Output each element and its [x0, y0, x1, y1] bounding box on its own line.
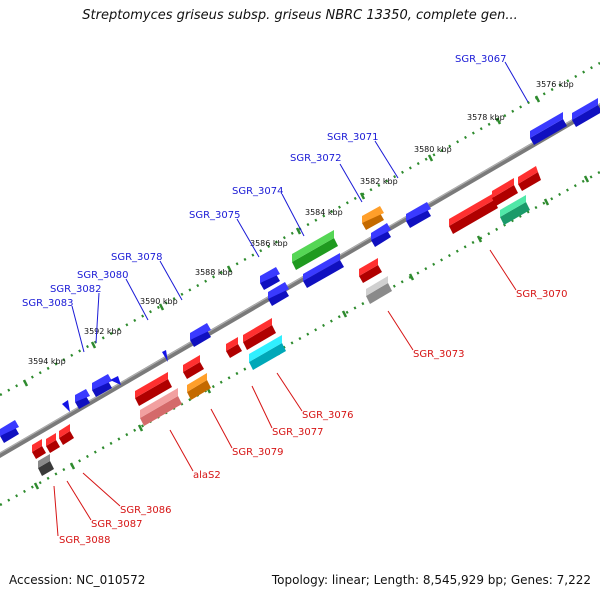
gene-block-forward[interactable]: [110, 376, 121, 385]
gene-label-top[interactable]: SGR_3083: [22, 298, 74, 309]
gene-block-reverse[interactable]: [46, 433, 60, 453]
gene-block-forward[interactable]: [162, 350, 168, 362]
gene-block-reverse[interactable]: [518, 166, 541, 191]
gene-block-forward[interactable]: [75, 389, 90, 409]
gene-label-top[interactable]: SGR_3067: [455, 54, 507, 65]
gene-block-reverse[interactable]: [492, 178, 518, 206]
genome-summary: Topology: linear; Length: 8,545,929 bp; …: [271, 573, 591, 587]
gene-label-top[interactable]: SGR_3080: [77, 270, 129, 281]
gene-block-cyan[interactable]: [249, 335, 286, 370]
gene-block-reverse[interactable]: [135, 372, 172, 406]
gene-label-bottom[interactable]: alaS2: [193, 470, 221, 481]
gene-block-green[interactable]: [292, 230, 338, 270]
ruler-tick-label: 3580 kbp: [414, 145, 452, 154]
genome-axis-highlight: [0, 103, 600, 454]
ruler-tick-label: 3576 kbp: [536, 80, 574, 89]
gene-label-bottom[interactable]: SGR_3087: [91, 519, 143, 530]
map-title: Streptomyces griseus subsp. griseus NBRC…: [82, 8, 518, 23]
gene-block-forward[interactable]: [0, 420, 19, 443]
gene-block-forward[interactable]: [303, 253, 344, 288]
gene-label-bottom[interactable]: SGR_3073: [413, 349, 465, 360]
ruler-top-major-ticks: [22, 95, 541, 387]
gene-block-forward[interactable]: [62, 400, 70, 412]
gene-block-reverse[interactable]: [226, 337, 242, 358]
gene-block-orange[interactable]: [187, 373, 211, 400]
gene-label-top[interactable]: SGR_3078: [111, 252, 163, 263]
gene-label-bottom[interactable]: SGR_3088: [59, 535, 111, 546]
gene-label-top[interactable]: SGR_3072: [290, 153, 342, 164]
accession-label: Accession: NC_010572: [9, 573, 146, 587]
genome-axis: [0, 103, 600, 458]
ruler-tick-label: 3578 kbp: [467, 113, 505, 122]
ruler-tick-label: 3594 kbp: [28, 357, 66, 366]
ruler-tick-label: 3586 kbp: [250, 239, 288, 248]
gene-block-reverse[interactable]: [59, 424, 74, 445]
gene-label-bottom[interactable]: SGR_3079: [232, 447, 284, 458]
gene-block-reverse[interactable]: [243, 318, 276, 350]
gene-block-forward[interactable]: [371, 223, 391, 247]
gene-block-grey[interactable]: [366, 276, 392, 304]
gene-label-top[interactable]: SGR_3075: [189, 210, 241, 221]
gene-block-orange[interactable]: [362, 206, 384, 230]
gene-block-seagreen[interactable]: [500, 195, 530, 225]
ruler-tick-label: 3590 kbp: [140, 297, 178, 306]
gene-block-forward[interactable]: [92, 374, 112, 397]
ruler-bottom: [0, 170, 600, 507]
gene-block-forward[interactable]: [190, 323, 211, 347]
gene-label-top[interactable]: SGR_3071: [327, 132, 379, 143]
gene-block-reverse[interactable]: [359, 258, 382, 283]
gene-block-forward[interactable]: [572, 98, 600, 127]
gene-block-forward[interactable]: [260, 267, 280, 290]
ruler-tick-label: 3592 kbp: [84, 327, 122, 336]
gene-label-bottom[interactable]: SGR_3076: [302, 410, 354, 421]
gene-block-reverse[interactable]: [183, 355, 204, 379]
gene-label-top[interactable]: SGR_3074: [232, 186, 284, 197]
gene-block-light-red[interactable]: [140, 388, 182, 426]
ruler-tick-label: 3584 kbp: [305, 208, 343, 217]
gene-block-reverse[interactable]: [449, 193, 498, 234]
gene-block-darkgrey[interactable]: [38, 454, 54, 476]
gene-block-forward[interactable]: [268, 282, 289, 306]
gene-label-bottom[interactable]: SGR_3070: [516, 289, 568, 300]
gene-block-reverse[interactable]: [32, 439, 46, 459]
gene-label-bottom[interactable]: SGR_3086: [120, 505, 172, 516]
gene-label-bottom[interactable]: SGR_3077: [272, 427, 324, 438]
leader-lines-bottom: [53, 249, 517, 537]
gene-block-forward[interactable]: [406, 202, 431, 228]
ruler-tick-label: 3582 kbp: [360, 177, 398, 186]
leader-lines-top: [71, 61, 529, 353]
ruler-tick-label: 3588 kbp: [195, 268, 233, 277]
gene-block-forward[interactable]: [530, 112, 567, 145]
gene-label-top[interactable]: SGR_3082: [50, 284, 102, 295]
